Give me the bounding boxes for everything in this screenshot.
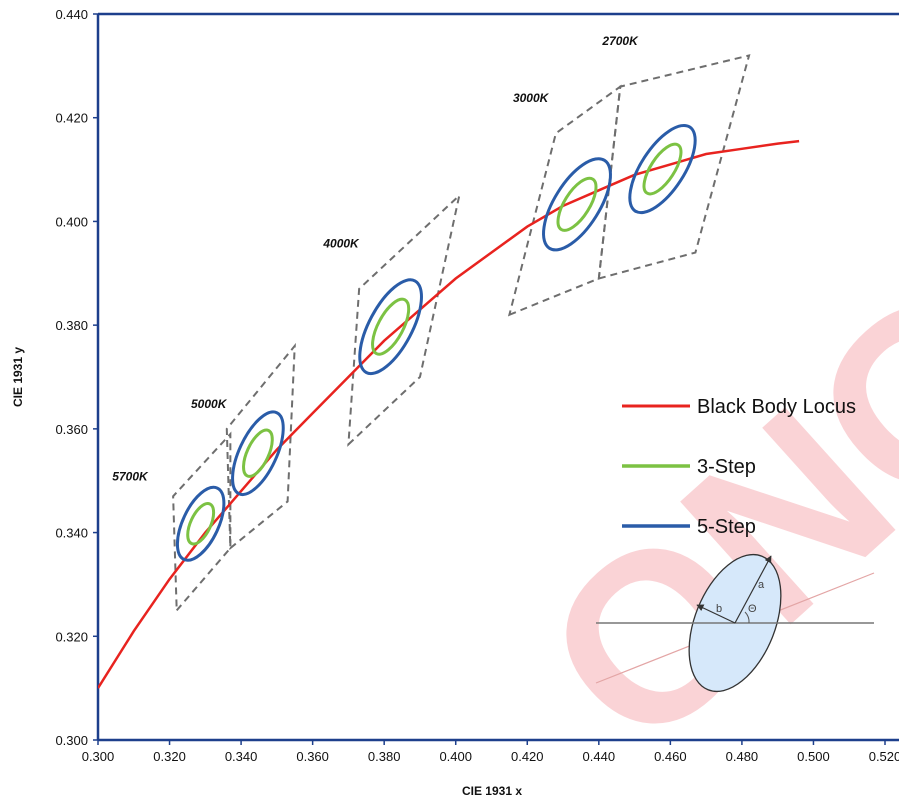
black-body-locus-line [98, 139, 800, 689]
ellipse-parameter-inset: a b Θ [595, 553, 875, 693]
y-tick-label: 0.440 [55, 7, 88, 22]
macadam-ellipses [175, 123, 697, 562]
x-tick-label: 0.480 [726, 749, 759, 764]
legend-label-locus: Black Body Locus [697, 396, 856, 418]
ellipse-3step-5000k [242, 428, 274, 478]
legend-item-3step: 3-Step [622, 456, 756, 478]
y-tick-label: 0.320 [55, 629, 88, 644]
inset-label-theta: Θ [748, 603, 757, 615]
y-axis-title: CIE 1931 y [11, 347, 25, 407]
plot-area [98, 54, 800, 689]
cct-quadrangle-2700k [597, 54, 751, 280]
cct-quadrangle-5000k [225, 342, 296, 551]
inset-label-b: b [716, 603, 722, 615]
y-ticks: 0.300 0.320 0.340 0.360 0.380 0.400 0.420 0.440 [55, 7, 98, 748]
x-tick-label: 0.380 [368, 749, 401, 764]
y-tick-label: 0.420 [55, 111, 88, 126]
cct-label-2700k: 2700K [601, 34, 639, 48]
y-tick-label: 0.340 [55, 526, 88, 541]
x-tick-label: 0.400 [439, 749, 472, 764]
x-tick-label: 0.440 [583, 749, 616, 764]
cct-label-5000k: 5000K [191, 397, 228, 411]
inset-axis-b-arrow [696, 604, 736, 624]
ellipse-5step-2700k [628, 123, 697, 215]
ellipse-3step-4000k [371, 297, 411, 356]
x-tick-label: 0.420 [511, 749, 544, 764]
x-axis-title: CIE 1931 x [462, 784, 522, 798]
cct-label-4000k: 4000K [322, 236, 360, 250]
y-tick-label: 0.380 [55, 318, 88, 333]
axes: 0.300 0.320 0.340 0.360 0.380 0.400 0.420 0.440… [11, 7, 899, 798]
cct-quadrangle-5700k [172, 431, 232, 613]
x-ticks: 0.300 0.320 0.340 0.360 0.380 0.400 0.420 0.440… [82, 740, 899, 764]
x-tick-label: 0.300 [82, 749, 115, 764]
cct-label-3000k: 3000K [513, 91, 550, 105]
ellipse-3step-2700k [642, 142, 683, 196]
y-tick-label: 0.400 [55, 214, 88, 229]
ellipse-5step-5700k [175, 485, 226, 562]
x-tick-label: 0.320 [153, 749, 186, 764]
legend: Black Body Locus 3-Step 5-Step [622, 396, 856, 538]
y-tick-label: 0.300 [55, 733, 88, 748]
legend-item-5step: 5-Step [622, 516, 756, 538]
ellipse-5step-5000k [231, 410, 285, 497]
x-tick-label: 0.460 [654, 749, 687, 764]
ellipse-3step-5700k [186, 502, 216, 546]
inset-label-a: a [758, 579, 765, 591]
cct-quadrangle-4000k [347, 192, 461, 447]
legend-label-3step: 3-Step [697, 456, 756, 478]
ellipse-3step-3000k [556, 176, 598, 232]
x-tick-label: 0.340 [225, 749, 258, 764]
inset-angle-arc [744, 611, 750, 624]
cct-quadrangles [172, 54, 751, 613]
cct-label-5700k: 5700K [112, 470, 149, 484]
ellipse-5step-4000k [358, 278, 423, 376]
inset-axis-a-arrow [734, 555, 772, 624]
x-tick-label: 0.500 [797, 749, 830, 764]
legend-label-5step: 5-Step [697, 516, 756, 538]
locus-layer [98, 139, 800, 689]
ellipse-5step-3000k [542, 157, 612, 252]
legend-item-locus: Black Body Locus [622, 396, 856, 418]
cct-labels: 5700K 5000K 4000K 3000K 2700K [112, 34, 639, 484]
x-tick-label: 0.520 [869, 749, 899, 764]
y-tick-label: 0.360 [55, 422, 88, 437]
x-tick-label: 0.360 [296, 749, 329, 764]
